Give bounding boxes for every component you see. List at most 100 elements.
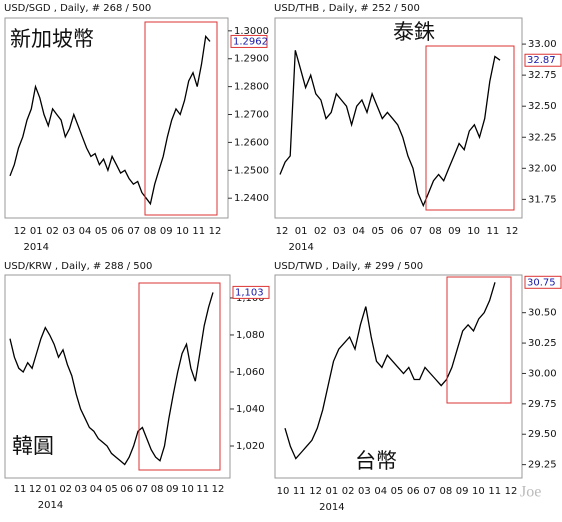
last-value-label: 30.75 [527, 277, 556, 288]
x-tick-label: 10 [472, 486, 485, 497]
x-tick-label: 12 [29, 484, 42, 495]
x-tick-label: 12 [209, 226, 222, 237]
x-tick-label: 09 [166, 484, 179, 495]
x-tick-label: 10 [467, 226, 480, 237]
x-tick-label: 11 [192, 226, 205, 237]
x-tick-label: 12 [506, 226, 519, 237]
y-tick-label: 31.75 [528, 194, 557, 205]
y-tick-label: 1,020 [236, 441, 265, 452]
highlight-box [425, 45, 515, 211]
x-tick-label: 08 [151, 484, 164, 495]
currency-annotation: 台幣 [355, 449, 397, 473]
highlight-box [138, 282, 221, 471]
y-tick-label: 30.00 [528, 368, 557, 379]
y-tick-label: 1.2800 [234, 82, 269, 93]
x-tick-label: 12 [505, 486, 518, 497]
year-label: 2014 [319, 502, 344, 513]
x-tick-label: 06 [391, 226, 404, 237]
y-tick-label: 33.00 [528, 39, 557, 50]
x-tick-label: 11 [196, 484, 209, 495]
x-tick-label: 12 [212, 484, 225, 495]
x-tick-label: 09 [456, 486, 469, 497]
panel-title: USD/THB , Daily, # 252 / 500 [274, 3, 420, 14]
currency-annotation: 韓圓 [12, 434, 54, 458]
x-tick-label: 08 [439, 486, 452, 497]
year-label: 2014 [24, 242, 49, 253]
x-tick-label: 11 [14, 484, 27, 495]
y-tick-label: 32.75 [528, 70, 557, 81]
x-tick-label: 08 [429, 226, 442, 237]
plot-area [4, 274, 231, 479]
last-value-box [524, 275, 562, 289]
plot-area [4, 17, 229, 219]
x-tick-label: 03 [62, 226, 75, 237]
y-tick-label: 29.50 [528, 429, 557, 440]
x-tick-label: 06 [111, 226, 124, 237]
panel-title: USD/KRW , Daily, # 288 / 500 [4, 261, 152, 272]
y-tick-label: 30.50 [528, 308, 557, 319]
x-tick-label: 01 [325, 486, 338, 497]
x-tick-label: 09 [448, 226, 461, 237]
x-tick-label: 10 [181, 484, 194, 495]
y-tick-label: 1.2600 [234, 137, 269, 148]
x-tick-label: 03 [358, 486, 371, 497]
x-tick-label: 02 [314, 226, 327, 237]
last-value-label: 32.87 [527, 55, 556, 66]
y-tick-label: 32.25 [528, 132, 557, 143]
highlight-box [144, 21, 218, 216]
x-tick-label: 09 [160, 226, 173, 237]
x-tick-label: 01 [295, 226, 308, 237]
y-tick-label: 1.3000 [234, 26, 269, 37]
x-tick-label: 04 [352, 226, 365, 237]
y-tick-label: 29.75 [528, 399, 557, 410]
y-tick-label: 1.2400 [234, 193, 269, 204]
y-tick-label: 1,040 [236, 404, 265, 415]
x-tick-label: 10 [277, 486, 290, 497]
x-tick-label: 06 [120, 484, 133, 495]
x-tick-label: 07 [423, 486, 436, 497]
price-line [9, 34, 211, 206]
panel-title: USD/SGD , Daily, # 268 / 500 [4, 3, 151, 14]
year-label: 2014 [38, 500, 63, 511]
last-value-label: 1.2962 [233, 36, 268, 47]
x-tick-label: 12 [14, 226, 27, 237]
y-tick-label: 1.2700 [234, 110, 269, 121]
y-tick-label: 29.25 [528, 460, 557, 471]
last-value-label: 1,103 [235, 287, 264, 298]
x-tick-label: 05 [371, 226, 384, 237]
x-tick-label: 08 [144, 226, 157, 237]
price-line [284, 282, 496, 460]
x-tick-label: 12 [276, 226, 289, 237]
x-tick-label: 02 [59, 484, 72, 495]
x-tick-label: 05 [95, 226, 108, 237]
last-value-box [524, 53, 562, 67]
x-tick-label: 04 [79, 226, 92, 237]
x-tick-label: 11 [488, 486, 501, 497]
watermark: Joe [520, 484, 541, 501]
price-line [279, 50, 501, 208]
last-value-box [230, 34, 268, 48]
y-tick-label: 1,080 [236, 330, 265, 341]
plot-area [274, 274, 523, 479]
x-tick-label: 12 [309, 486, 322, 497]
x-tick-label: 03 [333, 226, 346, 237]
y-tick-label: 1.2900 [234, 54, 269, 65]
x-tick-label: 04 [90, 484, 103, 495]
x-tick-label: 01 [30, 226, 43, 237]
plot-area [274, 17, 523, 219]
y-tick-label: 1,060 [236, 367, 265, 378]
x-tick-label: 07 [135, 484, 148, 495]
x-tick-label: 04 [374, 486, 387, 497]
currency-annotation: 新加坡幣 [10, 27, 94, 51]
highlight-box [446, 276, 512, 404]
x-tick-label: 06 [407, 486, 420, 497]
x-tick-label: 02 [342, 486, 355, 497]
x-tick-label: 05 [391, 486, 404, 497]
x-tick-label: 05 [105, 484, 118, 495]
currency-annotation: 泰銖 [393, 20, 435, 44]
x-tick-label: 07 [410, 226, 423, 237]
x-tick-label: 02 [46, 226, 59, 237]
x-tick-label: 01 [44, 484, 57, 495]
y-tick-label: 32.50 [528, 101, 557, 112]
